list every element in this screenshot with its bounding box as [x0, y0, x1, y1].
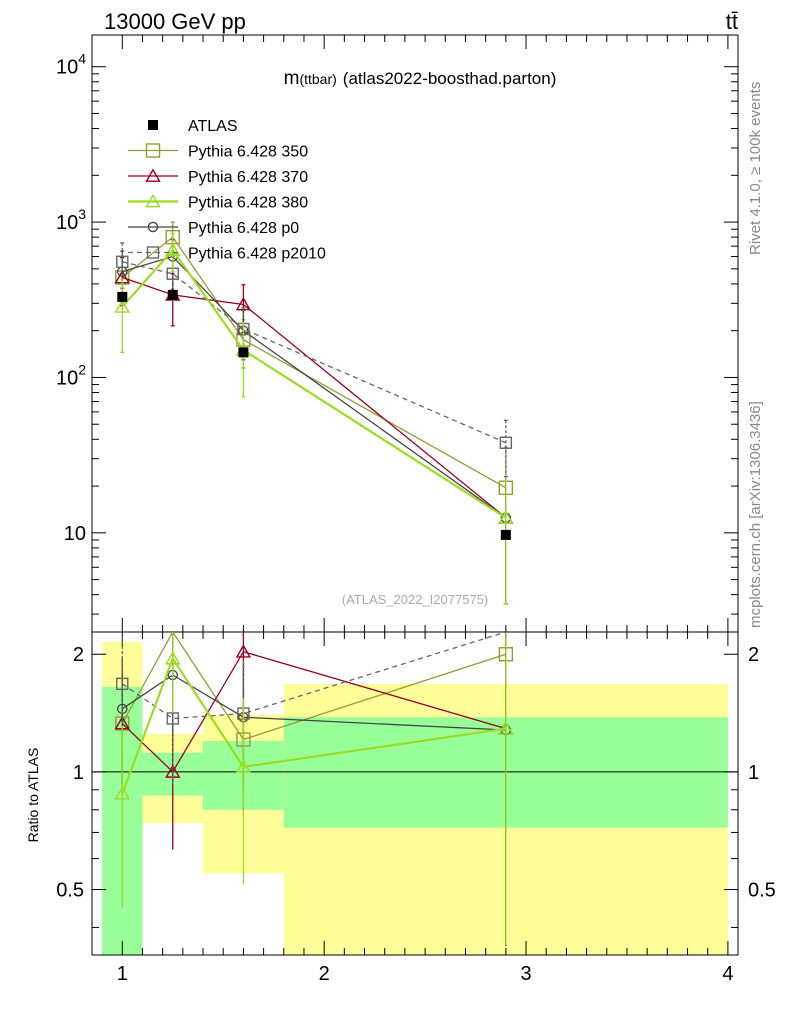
ratio-y-tick-label-left: 1	[73, 762, 84, 784]
ratio-line-pythia-6-428-p2010	[121, 632, 507, 720]
y-tick-label-exponent: 2	[78, 361, 86, 377]
legend-marker-pythia-6-428-350	[145, 143, 161, 158]
ratio-y-tick-label-right: 0.5	[748, 880, 776, 902]
main-panel-series	[114, 221, 514, 605]
series-pythia-6-428-380	[114, 233, 514, 605]
series-line-pythia-6-428-p2010	[122, 261, 507, 444]
y-tick-label: 104	[56, 51, 86, 79]
legend-label-pythia-6-428-350: Pythia 6.428 350	[188, 144, 308, 161]
ratio-point-pythia-6-428-380	[235, 759, 252, 773]
ratio-line-pythia-6-428-p0	[121, 674, 506, 731]
rivet-label: Rivet 4.1.0, ≥ 100k events	[747, 82, 764, 255]
series-pythia-6-428-p2010	[116, 242, 513, 478]
y-tick-label: 10	[64, 523, 86, 545]
ratio-y-tick-label-right: 1	[748, 762, 759, 784]
ratio-frame	[91, 631, 739, 956]
ratio-panel-axes: 0.5 0.5 1 1 2 2 1 2 3 4	[56, 631, 776, 985]
x-tick-label: 3	[520, 963, 531, 985]
ratio-line-pythia-6-428-350	[121, 632, 507, 741]
ratio-point-pythia-6-428-380	[498, 721, 514, 735]
legend-label-pythia-6-428-p2010: Pythia 6.428 p2010	[188, 246, 326, 263]
data-point-pythia-6-428-380	[114, 299, 130, 313]
legend-label-pythia-6-428-p0: Pythia 6.428 p0	[188, 220, 299, 237]
legend-marker-pythia-6-428-370	[145, 168, 161, 182]
x-tick-label: 2	[319, 963, 330, 985]
series-line-pythia-6-428-380	[121, 248, 507, 519]
legend: ATLAS Pythia 6.428 350 Pythia 6.428 370 Pyt…	[128, 118, 326, 263]
series-pythia-6-428-370	[114, 257, 514, 605]
y-tick-label-exponent: 4	[78, 51, 86, 67]
ratio-y-tick-label-right: 2	[748, 644, 759, 666]
process-label: tt̄	[726, 9, 738, 34]
series-line-pythia-6-428-p0	[122, 255, 507, 519]
y-tick-label-exponent: 3	[78, 206, 86, 222]
analysis-label: (ATLAS_2022_I2077575)	[342, 592, 488, 607]
data-point-pythia-6-428-380	[498, 510, 514, 524]
legend-marker-pythia-6-428-380	[145, 193, 161, 208]
ratio-ylabel: Ratio to ATLAS	[25, 748, 41, 843]
ratio-point-pythia-6-428-370	[235, 644, 252, 658]
plot-title: m(ttbar) (atlas2022-boosthad.parton)	[284, 68, 557, 89]
data-point-pythia-6-428-p2010	[116, 255, 129, 269]
legend-marker-pythia-6-428-p0	[147, 221, 159, 233]
y-tick-label: 102	[56, 361, 86, 389]
data-point-atlas	[167, 289, 178, 300]
legend-label-atlas: ATLAS	[188, 118, 238, 135]
ratio-point-pythia-6-428-p2010	[166, 712, 179, 725]
y-tick-label: 103	[56, 206, 86, 234]
mcplots-label: mcplots.cern.ch [arXiv:1306.3436]	[747, 401, 764, 628]
y-tick-label-base: 10	[56, 367, 78, 389]
series-atlas	[117, 289, 511, 540]
legend-label-pythia-6-428-370: Pythia 6.428 370	[188, 169, 308, 186]
ratio-y-tick-label-left: 2	[73, 644, 84, 666]
y-tick-label-base: 10	[56, 212, 78, 234]
data-point-atlas	[238, 347, 249, 358]
data-point-atlas	[117, 291, 128, 302]
plot-title-rest: (atlas2022-boosthad.parton)	[343, 69, 557, 88]
legend-label-pythia-6-428-380: Pythia 6.428 380	[188, 195, 308, 212]
x-tick-label: 1	[117, 963, 128, 985]
y-tick-label-base: 10	[56, 57, 78, 79]
energy-label: 13000 GeV pp	[104, 9, 246, 34]
legend-marker-atlas	[148, 120, 158, 130]
ratio-y-tick-label-left: 0.5	[56, 880, 84, 902]
ratio-point-pythia-6-428-380	[165, 650, 181, 665]
ratio-panel-series	[114, 632, 514, 947]
data-point-atlas	[500, 529, 511, 540]
plot-title-sub: (ttbar)	[299, 71, 336, 87]
y-tick-label-base: 10	[64, 523, 86, 545]
ratio-series-pythia-6-428-380	[114, 632, 514, 945]
data-point-pythia-6-428-p2010	[499, 436, 513, 449]
plot-title-main: m	[284, 68, 300, 89]
ratio-point-pythia-6-428-p2010	[116, 677, 129, 691]
legend-marker-pythia-6-428-p2010	[146, 246, 160, 259]
ratio-point-pythia-6-428-380	[114, 785, 130, 800]
x-tick-label: 4	[722, 963, 733, 985]
ratio-line-pythia-6-428-380	[121, 656, 507, 794]
data-point-pythia-6-428-380	[165, 242, 181, 257]
